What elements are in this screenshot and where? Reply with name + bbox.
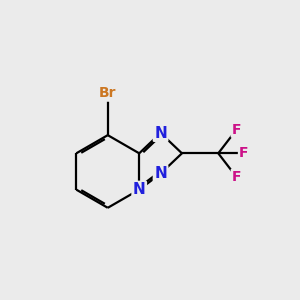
Text: N: N [154,125,167,140]
Text: F: F [232,123,241,137]
Text: Br: Br [99,86,116,100]
Text: N: N [133,182,146,197]
Text: F: F [239,146,248,160]
Text: N: N [154,166,167,181]
Text: F: F [232,170,241,184]
